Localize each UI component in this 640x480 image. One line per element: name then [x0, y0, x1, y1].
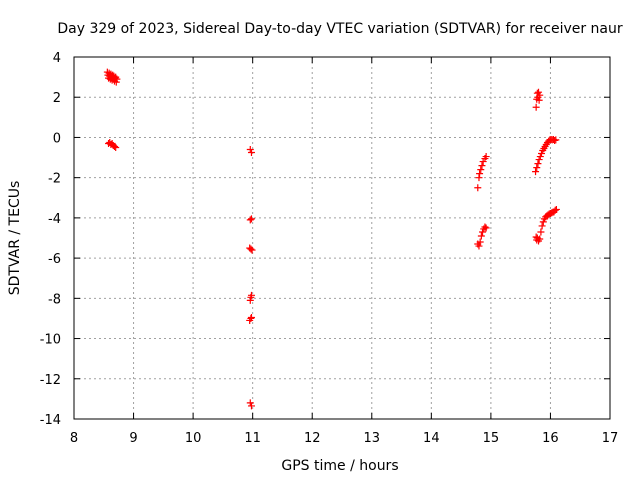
x-tick-label: 8	[70, 431, 78, 446]
x-axis: 8 9 10 11 12 13 14 15 16 17	[70, 57, 618, 446]
x-tick-label: 15	[483, 431, 500, 446]
y-axis-label: SDTVAR / TECUs	[7, 181, 23, 296]
y-tick-label: -6	[48, 252, 61, 267]
y-tick-label: -10	[40, 333, 61, 348]
data-point	[246, 146, 254, 154]
data-point	[533, 164, 541, 172]
data-point	[477, 232, 485, 240]
y-tick-label: -2	[48, 172, 61, 187]
data-point	[247, 313, 255, 321]
data-point	[532, 103, 540, 111]
y-tick-label: 4	[53, 51, 61, 66]
y-axis: 4 2 0 -2 -4 -6 -8 -10 -12 -14	[40, 51, 610, 428]
data-point	[482, 224, 490, 232]
data-point	[246, 399, 254, 407]
y-tick-label: -14	[40, 413, 61, 428]
x-tick-label: 11	[244, 431, 261, 446]
data-point	[552, 205, 560, 213]
data-point	[476, 238, 484, 246]
chart-title: Day 329 of 2023, Sidereal Day-to-day VTE…	[57, 21, 623, 37]
y-tick-label: 2	[53, 91, 61, 106]
data-point	[535, 88, 543, 96]
plot-frame	[73, 56, 611, 420]
data-point	[536, 235, 544, 243]
x-tick-label: 14	[423, 431, 440, 446]
data-point	[110, 142, 118, 150]
data-point	[481, 223, 489, 231]
data-point	[476, 170, 484, 178]
data-point	[474, 184, 482, 192]
data-point	[112, 144, 120, 151]
data-point	[534, 160, 542, 168]
data-point	[482, 153, 490, 161]
x-tick-label: 10	[185, 431, 202, 446]
data-point	[477, 166, 485, 174]
data-point	[537, 228, 545, 236]
data-point	[539, 218, 547, 226]
x-axis-label: GPS time / hours	[281, 458, 398, 474]
data-point	[247, 149, 255, 157]
data-point	[113, 75, 121, 83]
data-point	[246, 216, 254, 224]
data-point	[478, 162, 486, 170]
data-point	[536, 91, 544, 99]
data-point	[538, 150, 546, 158]
data-point	[551, 136, 559, 144]
x-tick-label: 9	[129, 431, 137, 446]
data-point	[475, 242, 483, 250]
data-point	[247, 402, 255, 410]
data-points	[103, 68, 560, 410]
data-point	[247, 215, 255, 223]
data-point	[536, 153, 544, 161]
x-tick-label: 12	[304, 431, 321, 446]
data-point	[247, 245, 255, 253]
y-tick-label: -8	[48, 292, 61, 307]
x-tick-label: 17	[602, 431, 619, 446]
y-tick-label: 0	[53, 131, 61, 146]
data-point	[552, 136, 560, 144]
y-tick-label: -12	[40, 373, 61, 388]
data-point	[551, 206, 559, 214]
grid	[74, 57, 610, 419]
data-point	[247, 291, 255, 299]
y-tick-label: -4	[48, 212, 61, 227]
x-tick-label: 16	[542, 431, 559, 446]
data-point	[538, 222, 546, 230]
data-point	[479, 228, 487, 236]
data-point	[248, 246, 256, 254]
data-point	[535, 156, 543, 164]
data-point	[532, 168, 540, 176]
x-tick-label: 13	[364, 431, 381, 446]
